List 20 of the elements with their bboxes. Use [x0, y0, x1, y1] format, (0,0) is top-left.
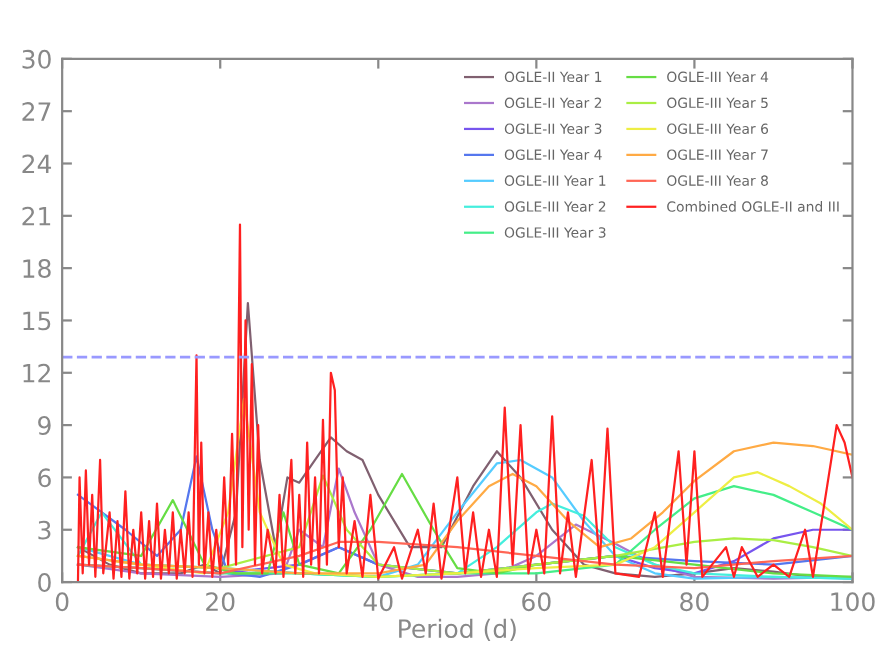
y-tick-label: 9: [38, 416, 51, 435]
x-tick-label: 40: [363, 592, 393, 612]
y-tick-label: 27: [22, 102, 51, 121]
y-tick-label: 3: [38, 520, 51, 540]
line-series: [76, 540, 853, 575]
y-tick-label: 15: [23, 311, 51, 331]
y-tick-label: 30: [22, 49, 51, 69]
y-tick-label: 21: [22, 206, 51, 226]
line-series: [76, 223, 853, 583]
x-tick-label: 20: [206, 592, 235, 612]
x-tick-label: 0: [55, 592, 69, 612]
y-tick-label: 0: [38, 573, 51, 592]
y-tick-label: 24: [22, 154, 52, 173]
y-tick-label: 6: [38, 468, 51, 488]
x-tick-label: 100: [831, 592, 875, 612]
y-tick-label: 18: [23, 259, 51, 278]
x-tick-label: 80: [680, 592, 709, 612]
x-axis-title: Period (d): [399, 618, 516, 642]
x-tick-label: 60: [522, 592, 551, 612]
y-tick-label: 12: [23, 363, 50, 383]
